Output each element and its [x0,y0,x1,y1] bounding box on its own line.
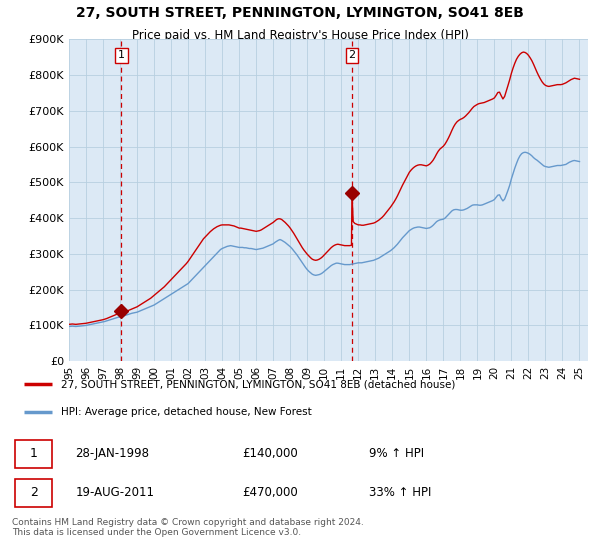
Text: 19-AUG-2011: 19-AUG-2011 [76,487,154,500]
Text: HPI: Average price, detached house, New Forest: HPI: Average price, detached house, New … [61,407,312,417]
Text: 1: 1 [118,50,125,60]
Text: 9% ↑ HPI: 9% ↑ HPI [369,447,424,460]
FancyBboxPatch shape [15,479,52,507]
Text: 2: 2 [349,50,356,60]
Text: 1: 1 [30,447,38,460]
Text: £470,000: £470,000 [242,487,298,500]
Text: Contains HM Land Registry data © Crown copyright and database right 2024.
This d: Contains HM Land Registry data © Crown c… [12,518,364,538]
Text: 2: 2 [30,487,38,500]
FancyBboxPatch shape [15,440,52,468]
Text: 27, SOUTH STREET, PENNINGTON, LYMINGTON, SO41 8EB: 27, SOUTH STREET, PENNINGTON, LYMINGTON,… [76,6,524,20]
Text: 28-JAN-1998: 28-JAN-1998 [76,447,149,460]
Text: 33% ↑ HPI: 33% ↑ HPI [369,487,431,500]
Text: Price paid vs. HM Land Registry's House Price Index (HPI): Price paid vs. HM Land Registry's House … [131,29,469,43]
Text: £140,000: £140,000 [242,447,298,460]
Text: 27, SOUTH STREET, PENNINGTON, LYMINGTON, SO41 8EB (detached house): 27, SOUTH STREET, PENNINGTON, LYMINGTON,… [61,379,455,389]
